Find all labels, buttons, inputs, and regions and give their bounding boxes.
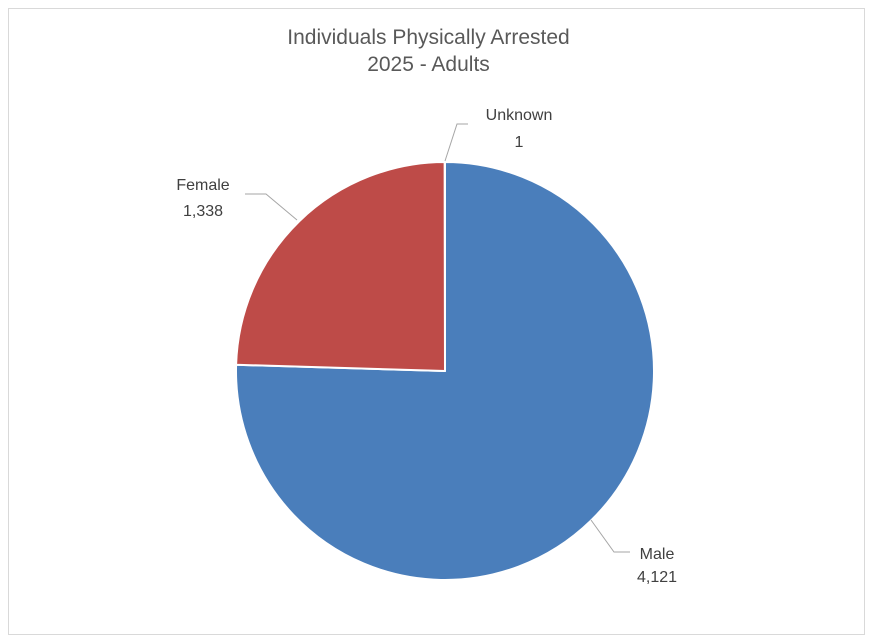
pie-slice-female bbox=[235, 161, 446, 372]
leader-lines bbox=[245, 123, 630, 553]
label-male-value: 4,121 bbox=[637, 569, 677, 586]
label-unknown-name: Unknown bbox=[486, 107, 553, 124]
leader-line-unknown bbox=[444, 123, 468, 162]
leader-line-male bbox=[590, 519, 630, 553]
chart-title: Individuals Physically Arrested bbox=[287, 26, 570, 49]
label-female-name: Female bbox=[176, 177, 229, 194]
label-male-name: Male bbox=[640, 546, 675, 563]
label-female-value: 1,338 bbox=[183, 203, 223, 220]
leader-line-female bbox=[245, 193, 298, 221]
pie-slices bbox=[235, 160, 655, 581]
label-unknown-value: 1 bbox=[515, 134, 524, 151]
chart-subtitle: 2025 - Adults bbox=[367, 53, 490, 76]
